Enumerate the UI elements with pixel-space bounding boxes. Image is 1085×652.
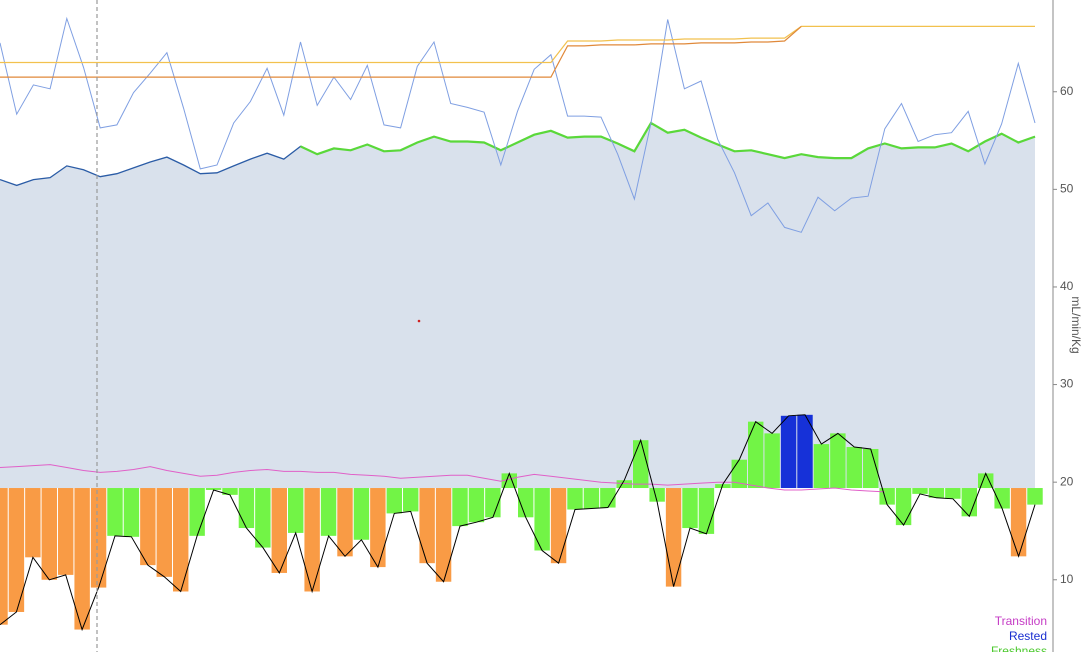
bar — [25, 488, 41, 558]
bar — [288, 488, 304, 533]
bar — [534, 488, 550, 551]
bar — [682, 488, 698, 529]
line-layer — [0, 16, 1036, 632]
bar-layer — [0, 414, 1043, 630]
cursor-dot — [417, 319, 421, 323]
bar — [189, 488, 205, 536]
bar — [353, 488, 370, 540]
bar — [863, 448, 879, 489]
bar — [895, 488, 912, 526]
bar — [123, 488, 140, 537]
bar — [90, 488, 107, 588]
line — [0, 25, 802, 78]
bar — [879, 488, 895, 505]
bar — [156, 488, 172, 577]
bar — [205, 488, 222, 490]
bar — [665, 488, 682, 587]
bar — [0, 488, 8, 625]
bar — [583, 488, 600, 509]
bar — [41, 488, 57, 580]
bar — [304, 488, 320, 592]
bar — [1010, 488, 1027, 557]
bar — [600, 488, 616, 508]
bar — [58, 488, 74, 575]
bar — [452, 488, 468, 527]
bar — [649, 488, 665, 502]
bar — [1027, 488, 1043, 505]
area-fill — [0, 123, 1035, 489]
bar — [222, 488, 238, 495]
bar — [173, 488, 189, 592]
line — [0, 25, 1035, 64]
bar — [320, 488, 337, 536]
bar — [715, 484, 731, 489]
bar — [74, 488, 90, 630]
bar — [550, 488, 567, 564]
bar — [961, 488, 977, 517]
area-layer — [0, 123, 1035, 489]
bar — [780, 415, 797, 489]
bar — [945, 488, 961, 499]
bar — [748, 421, 764, 489]
bar — [8, 488, 25, 612]
bar — [518, 488, 534, 518]
bar — [337, 488, 353, 557]
bar — [797, 414, 813, 489]
y-tick-label: 60 — [1060, 84, 1074, 98]
bar — [912, 488, 928, 494]
legend-entry: Transition — [995, 614, 1047, 628]
bar — [764, 433, 780, 489]
bar — [928, 488, 945, 498]
bar — [813, 444, 830, 489]
y-tick-label: 40 — [1060, 279, 1074, 293]
y-tick-label: 50 — [1060, 182, 1074, 196]
y-tick-label: 10 — [1060, 572, 1074, 586]
bar — [616, 480, 632, 489]
bar — [370, 488, 386, 568]
bar — [140, 488, 156, 566]
bar — [435, 488, 452, 582]
bar — [271, 488, 287, 573]
legend-entry: Freshness — [991, 644, 1047, 652]
bar — [567, 488, 583, 510]
bar — [994, 488, 1010, 509]
bar — [255, 488, 271, 548]
bar — [238, 488, 255, 529]
bar — [846, 447, 862, 489]
y-tick-label: 30 — [1060, 377, 1074, 391]
line — [300, 121, 1036, 160]
bar — [386, 488, 402, 514]
line — [0, 464, 885, 493]
bar — [633, 440, 649, 489]
line — [0, 16, 1036, 233]
y-tick-label: 20 — [1060, 474, 1074, 488]
bar — [731, 459, 747, 489]
bar — [468, 488, 485, 523]
bar — [403, 488, 419, 512]
y-axis-label: mL/min/Kg — [1069, 296, 1083, 353]
bar — [830, 433, 846, 489]
bar — [698, 488, 715, 534]
bar — [107, 488, 123, 536]
bar-end-line — [0, 414, 1036, 632]
bar — [485, 488, 501, 518]
bar — [419, 488, 435, 564]
legend-entry: Rested — [1009, 629, 1047, 643]
